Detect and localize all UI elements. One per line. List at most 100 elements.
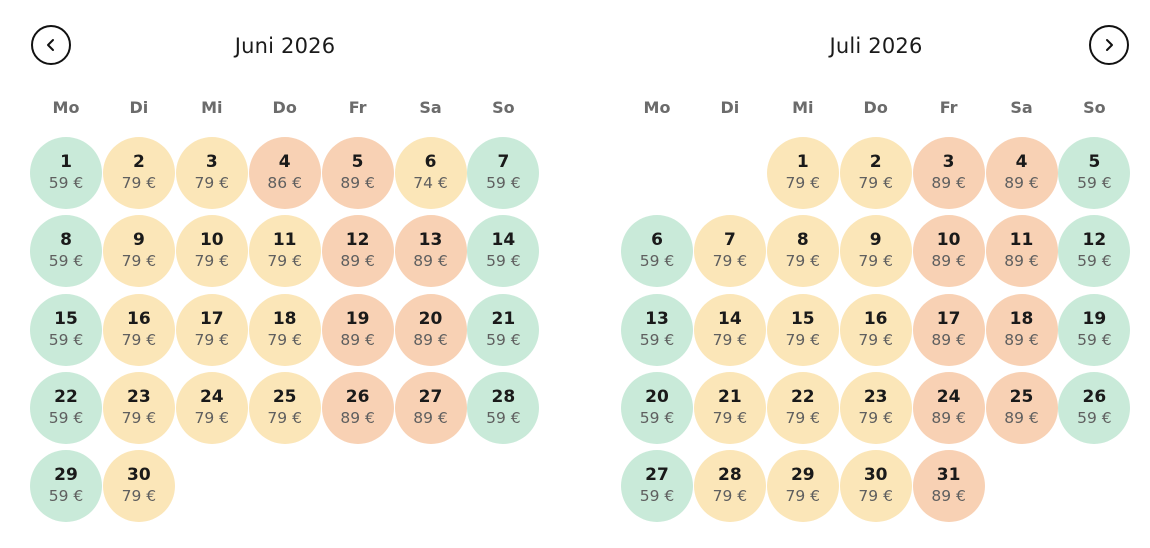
day-price: 79 € [267,408,302,427]
day-number: 7 [497,152,510,172]
day-number: 14 [718,308,742,329]
day-number: 8 [796,230,809,251]
day-cell[interactable]: 20 89 € [394,293,467,366]
day-price: 89 € [1004,252,1039,271]
day-cell[interactable]: 3 89 € [912,137,985,209]
day-price: 79 € [785,252,821,271]
month-title: Juni 2026 [234,34,336,58]
day-cell[interactable]: 27 59 € [621,450,693,523]
day-number: 22 [54,386,78,407]
day-cell[interactable]: 25 89 € [985,371,1058,444]
day-price: 79 € [267,330,302,349]
day-price: 79 € [858,174,893,192]
day-cell[interactable]: 28 59 € [467,371,540,444]
day-cell[interactable]: 15 79 € [766,293,839,366]
day-cell[interactable]: 17 79 € [175,293,248,366]
day-cell[interactable]: 15 59 € [30,293,102,366]
day-cell[interactable]: 22 59 € [30,371,102,444]
day-cell[interactable]: 21 59 € [467,293,540,366]
day-number: 13 [418,230,443,251]
day-price: 89 € [413,252,448,271]
day-number: 21 [718,386,742,407]
day-cell[interactable]: 22 79 € [766,371,839,444]
day-cell[interactable]: 14 59 € [467,215,540,288]
day-cell[interactable]: 6 74 € [394,137,467,209]
day-price: 59 € [639,408,675,427]
day-cell[interactable]: 16 79 € [102,293,175,366]
day-cell[interactable]: 7 79 € [693,215,766,288]
day-price: 79 € [858,330,893,349]
day-cell[interactable]: 27 89 € [394,371,467,444]
day-price: 89 € [340,252,375,271]
day-number: 26 [345,386,370,407]
day-number: 2 [132,152,145,172]
day-price: 89 € [340,330,375,349]
day-cell[interactable]: 5 59 € [1058,137,1131,209]
day-cell[interactable]: 16 79 € [839,293,912,366]
day-cell[interactable]: 23 79 € [102,371,175,444]
day-cell[interactable]: 5 89 € [321,137,394,209]
day-cell[interactable]: 30 79 € [839,450,912,523]
day-cell[interactable]: 20 59 € [621,371,693,444]
day-cell[interactable]: 3 79 € [175,137,248,209]
day-cell[interactable]: 21 79 € [693,371,766,444]
day-cell[interactable]: 10 89 € [912,215,985,288]
day-cell[interactable]: 8 59 € [30,215,102,288]
day-cell[interactable]: 13 89 € [394,215,467,288]
day-cell[interactable]: 9 79 € [839,215,912,288]
day-cell[interactable]: 26 59 € [1058,371,1131,444]
day-cell[interactable]: 8 79 € [766,215,839,288]
day-cell[interactable]: 2 79 € [839,137,912,209]
day-cell[interactable]: 11 79 € [248,215,321,288]
day-cell[interactable]: 23 79 € [839,371,912,444]
day-number: 15 [54,308,78,329]
day-cell[interactable]: 1 59 € [30,137,102,209]
day-cell[interactable]: 19 89 € [321,293,394,366]
day-cell[interactable]: 17 89 € [912,293,985,366]
day-cell[interactable]: 14 79 € [693,293,766,366]
day-cell[interactable]: 13 59 € [621,293,693,366]
day-price: 79 € [712,330,748,349]
day-cell[interactable]: 12 89 € [321,215,394,288]
day-cell[interactable]: 6 59 € [621,215,693,288]
day-cell[interactable]: 26 89 € [321,371,394,444]
day-price: 79 € [858,487,893,506]
day-cell[interactable]: 24 89 € [912,371,985,444]
day-cell[interactable]: 10 79 € [175,215,248,288]
day-number: 24 [199,386,224,407]
day-cell[interactable]: 28 79 € [693,450,766,523]
day-number: 29 [54,465,78,486]
day-cell[interactable]: 12 59 € [1058,215,1131,288]
day-price: 59 € [486,408,521,427]
weekday-label: Do [863,98,888,117]
day-number: 12 [1082,230,1107,251]
day-cell[interactable]: 1 79 € [766,137,839,209]
day-cell[interactable]: 19 59 € [1058,293,1131,366]
day-cell[interactable]: 25 79 € [248,371,321,444]
day-price: 59 € [48,330,84,349]
day-cell[interactable]: 24 79 € [175,371,248,444]
day-cell[interactable]: 18 89 € [985,293,1058,366]
day-number: 30 [863,465,888,486]
day-number: 20 [645,386,669,407]
day-cell[interactable]: 29 59 € [30,450,102,523]
day-cell[interactable]: 2 79 € [102,137,175,209]
prev-month-button[interactable] [31,25,71,65]
weekday-label: Sa [1010,98,1033,117]
day-price: 79 € [785,408,821,427]
day-number: 25 [1009,386,1034,407]
day-cell[interactable]: 7 59 € [467,137,540,209]
day-price: 59 € [48,487,84,506]
day-cell[interactable]: 4 86 € [248,137,321,209]
next-month-button[interactable] [1089,25,1129,65]
day-cell[interactable]: 18 79 € [248,293,321,366]
day-cell[interactable]: 31 89 € [912,450,985,523]
day-price: 79 € [267,252,302,271]
day-cell[interactable]: 11 89 € [985,215,1058,288]
day-cell[interactable]: 30 79 € [102,450,175,523]
day-number: 27 [418,386,443,407]
weekday-label: Do [272,98,297,117]
day-cell[interactable]: 29 79 € [766,450,839,523]
day-cell[interactable]: 4 89 € [985,137,1058,209]
day-cell[interactable]: 9 79 € [102,215,175,288]
